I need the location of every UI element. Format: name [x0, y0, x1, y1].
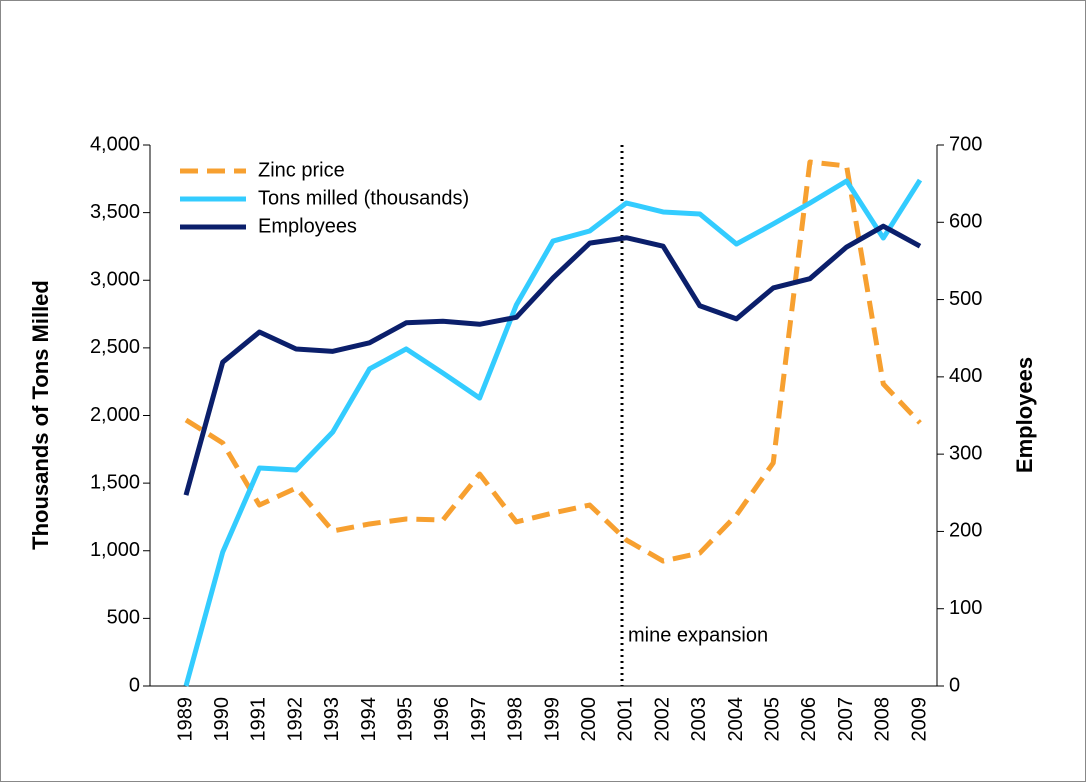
y-tick-label: 500: [107, 607, 140, 629]
annotation: mine expansion: [628, 624, 768, 646]
y2-tick-label: 400: [949, 365, 982, 387]
x-tick-label: 2000: [578, 697, 600, 742]
x-tick-label: 1990: [211, 697, 233, 742]
y2-tick-label: 500: [949, 288, 982, 310]
y-tick-label: 3,500: [90, 201, 140, 223]
series-line: [183, 223, 922, 496]
x-tick-label: 2003: [688, 697, 710, 742]
legend-label: Employees: [258, 215, 357, 237]
x-tick-label: 2001: [615, 697, 637, 742]
series-line: [183, 178, 923, 687]
legend-label: Tons milled (thousands): [258, 187, 469, 209]
y-tick-label: 2,500: [90, 336, 140, 358]
x-tick-label: 2008: [872, 697, 894, 742]
y2-tick-label: 0: [949, 674, 960, 696]
x-tick-label: 1991: [248, 697, 270, 742]
x-tick-label: 2006: [798, 697, 820, 742]
x-tick-label: 1994: [358, 697, 380, 742]
x-tick-label: 1995: [394, 697, 416, 742]
legend-label: Zinc price: [258, 159, 345, 181]
y2-axis-title: Employees: [1012, 357, 1037, 473]
x-tick-label: 1997: [468, 697, 490, 742]
y-tick-label: 4,000: [90, 133, 140, 155]
x-tick-label: 1989: [174, 697, 196, 742]
x-tick-label: 1993: [321, 697, 343, 742]
x-tick-label: 2004: [725, 697, 747, 742]
y-tick-label: 1,000: [90, 539, 140, 561]
x-tick-label: 2009: [908, 697, 930, 742]
x-tick-label: 1992: [284, 697, 306, 742]
series-line: [184, 159, 922, 564]
y-tick-label: 1,500: [90, 471, 140, 493]
y-axis-title: Thousands of Tons Milled: [28, 280, 53, 550]
y-tick-label: 2,000: [90, 404, 140, 426]
y2-tick-label: 700: [949, 133, 982, 155]
y2-tick-label: 300: [949, 442, 982, 464]
x-tick-label: 2002: [651, 697, 673, 742]
x-tick-label: 1998: [505, 697, 527, 742]
x-tick-label: 2007: [835, 697, 857, 742]
y2-tick-label: 100: [949, 597, 982, 619]
y2-tick-label: 600: [949, 211, 982, 233]
x-tick-label: 1996: [431, 697, 453, 742]
x-tick-label: 1999: [541, 697, 563, 742]
y-tick-label: 0: [129, 674, 140, 696]
y-tick-label: 3,000: [90, 269, 140, 291]
x-tick-label: 2005: [761, 697, 783, 742]
y2-tick-label: 200: [949, 520, 982, 542]
